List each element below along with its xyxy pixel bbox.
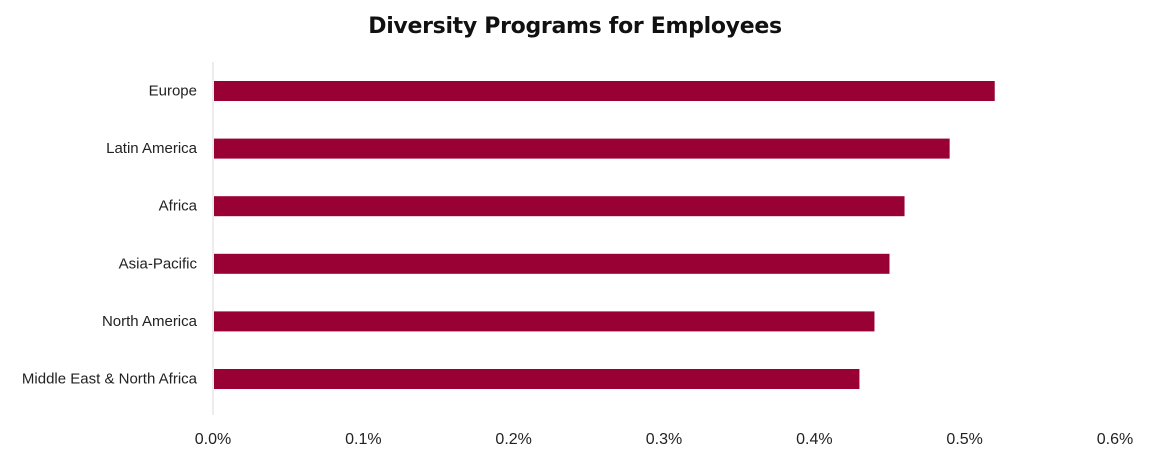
category-label: North America <box>102 313 198 330</box>
x-tick-label: 0.6% <box>1097 431 1133 448</box>
chart-title: Diversity Programs for Employees <box>368 14 782 39</box>
x-tick-label: 0.2% <box>495 431 531 448</box>
x-tick-label: 0.0% <box>195 431 231 448</box>
x-tick-label: 0.5% <box>946 431 982 448</box>
bar <box>214 196 905 217</box>
bar <box>214 311 875 332</box>
bar <box>214 369 860 389</box>
bars-layer <box>214 81 995 389</box>
category-label: Europe <box>149 83 197 100</box>
category-labels: Europe Latin America Africa Asia-Pacific Nor… <box>22 83 198 388</box>
x-tick-label: 0.4% <box>796 431 832 448</box>
category-label: Africa <box>159 198 198 215</box>
bar <box>214 138 950 159</box>
category-label: Asia-Pacific <box>119 255 198 272</box>
bar <box>214 81 995 101</box>
category-label: Latin America <box>106 140 198 157</box>
x-tick-label: 0.3% <box>646 431 682 448</box>
bar <box>214 253 890 274</box>
x-tick-label: 0.1% <box>345 431 381 448</box>
x-tick-labels: 0.0% 0.1% 0.2% 0.3% 0.4% 0.5% 0.6% <box>195 431 1133 448</box>
category-label: Middle East & North Africa <box>22 371 198 388</box>
